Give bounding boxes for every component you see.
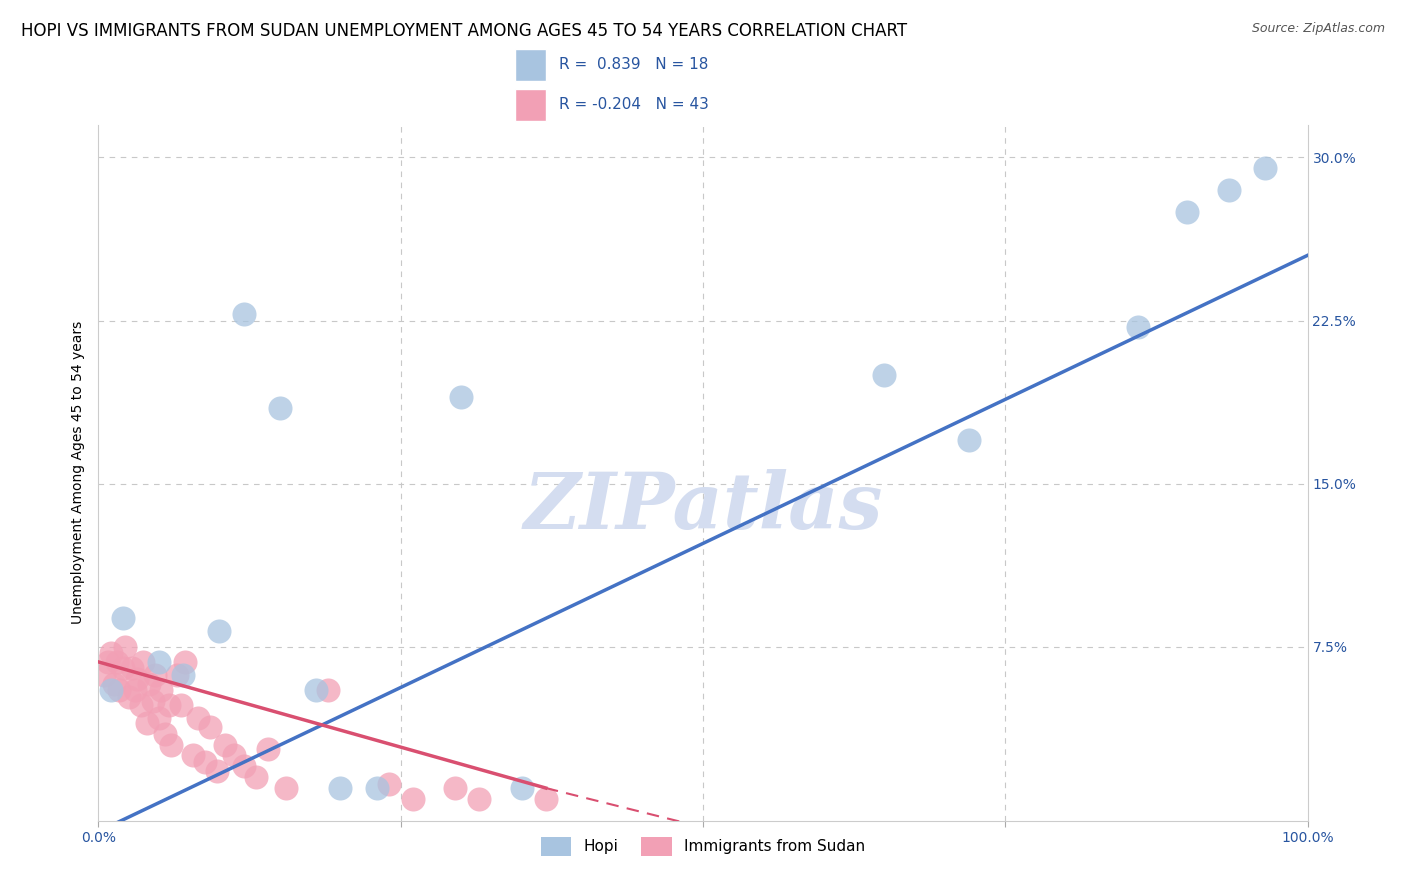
Point: [93, 668, 115, 682]
Point: [142, 694, 165, 708]
Point: [160, 738, 183, 752]
Point: [1254, 161, 1277, 176]
Point: [468, 792, 491, 806]
Point: [198, 720, 221, 734]
Point: [121, 661, 143, 675]
Point: [873, 368, 896, 382]
Point: [1218, 183, 1240, 197]
Point: [166, 668, 188, 682]
Point: [316, 683, 339, 698]
Point: [174, 655, 197, 669]
Point: [129, 698, 152, 713]
Point: [108, 683, 131, 698]
Text: R = -0.204   N = 43: R = -0.204 N = 43: [558, 97, 709, 112]
Bar: [516, 49, 547, 81]
Text: Source: ZipAtlas.com: Source: ZipAtlas.com: [1251, 22, 1385, 36]
Point: [329, 780, 352, 795]
Point: [450, 390, 472, 404]
Point: [957, 433, 980, 447]
Point: [103, 676, 125, 690]
Point: [105, 655, 128, 669]
Point: [232, 307, 254, 321]
Point: [214, 738, 236, 752]
Point: [510, 780, 533, 795]
Point: [111, 661, 134, 675]
Point: [222, 748, 245, 763]
Point: [187, 711, 209, 725]
Point: [127, 673, 149, 687]
Point: [135, 715, 157, 730]
Point: [153, 726, 176, 740]
Point: [172, 668, 194, 682]
Point: [232, 759, 254, 773]
Point: [194, 755, 217, 769]
Point: [169, 698, 191, 713]
Point: [366, 780, 388, 795]
Point: [124, 683, 146, 698]
Point: [205, 764, 228, 778]
Point: [150, 683, 173, 698]
Point: [114, 640, 136, 654]
Bar: [516, 88, 547, 120]
Point: [148, 711, 170, 725]
Point: [377, 777, 399, 791]
Point: [1175, 205, 1198, 219]
Legend: Hopi, Immigrants from Sudan: Hopi, Immigrants from Sudan: [534, 830, 872, 862]
Text: R =  0.839   N = 18: R = 0.839 N = 18: [558, 57, 709, 72]
Text: HOPI VS IMMIGRANTS FROM SUDAN UNEMPLOYMENT AMONG AGES 45 TO 54 YEARS CORRELATION: HOPI VS IMMIGRANTS FROM SUDAN UNEMPLOYME…: [21, 22, 907, 40]
Point: [100, 683, 122, 698]
Text: ZIPatlas: ZIPatlas: [523, 469, 883, 546]
Point: [305, 683, 328, 698]
Point: [1128, 320, 1150, 334]
Point: [444, 780, 467, 795]
Y-axis label: Unemployment Among Ages 45 to 54 years: Unemployment Among Ages 45 to 54 years: [70, 321, 84, 624]
Point: [274, 780, 297, 795]
Point: [534, 792, 557, 806]
Point: [118, 690, 141, 704]
Point: [269, 401, 291, 415]
Point: [148, 655, 170, 669]
Point: [245, 770, 267, 784]
Point: [402, 792, 425, 806]
Point: [138, 676, 160, 690]
Point: [97, 655, 120, 669]
Point: [181, 748, 204, 763]
Point: [157, 698, 180, 713]
Point: [111, 611, 134, 625]
Point: [100, 646, 122, 660]
Point: [132, 655, 155, 669]
Point: [143, 668, 166, 682]
Point: [256, 742, 278, 756]
Point: [208, 624, 231, 639]
